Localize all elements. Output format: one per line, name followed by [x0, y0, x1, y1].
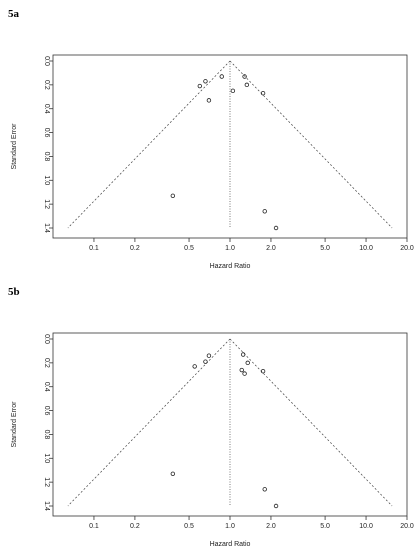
y-tick-label: 0.4 [43, 104, 50, 114]
study-point [260, 369, 266, 374]
study-point [239, 367, 244, 373]
study-point [240, 352, 246, 357]
x-tick-label: 0.5 [184, 245, 194, 252]
x-axis-label: Hazard Ratio [210, 263, 251, 270]
panel-label-b: 5b [8, 286, 20, 298]
y-tick-label: 1.2 [43, 199, 50, 209]
y-tick-label: 1.4 [43, 223, 50, 233]
study-point [260, 91, 266, 96]
x-tick-label: 20.0 [400, 523, 414, 530]
x-axis-label: Hazard Ratio [210, 541, 251, 548]
x-tick-label: 10.0 [359, 245, 373, 252]
x-tick-label: 1.0 [225, 245, 235, 252]
x-tick-label: 5.0 [320, 523, 330, 530]
funnel-plot-b: 0.1 0.2 0.5 1.0 2.0 5.0 10.0 20.0 0.0 0.2 0.4 0.6 0.… [11, 332, 414, 548]
study-point [244, 82, 250, 88]
x-tick-label: 2.0 [266, 523, 276, 530]
y-tick-label: 0.0 [43, 56, 50, 66]
y-tick-label: 1.0 [43, 453, 50, 463]
y-tick-label: 0.2 [43, 358, 50, 368]
funnel-left-line [67, 60, 231, 229]
funnel-right-line [229, 338, 393, 507]
y-tick-label: 0.4 [43, 382, 50, 392]
x-tick-label: 0.1 [89, 523, 99, 530]
study-point [262, 487, 267, 492]
study-point [197, 83, 203, 89]
y-tick-label: 1.0 [43, 175, 50, 185]
y-tick-label: 1.2 [43, 477, 50, 487]
x-tick-label: 0.2 [130, 523, 140, 530]
x-tick-label: 10.0 [359, 523, 373, 530]
y-tick-label: 0.8 [43, 152, 50, 162]
study-point [242, 371, 247, 376]
study-point [230, 88, 236, 94]
funnel-right-line [229, 60, 393, 229]
study-point [203, 79, 208, 84]
funnel-left-line [67, 338, 231, 507]
study-point [170, 471, 176, 476]
funnel-plot-a: 0.1 0.2 0.5 1.0 2.0 5.0 10.0 20.0 0.0 0.2 0.4 0.6 0.… [11, 54, 414, 270]
study-point [219, 74, 224, 79]
y-tick-label: 1.4 [43, 501, 50, 511]
y-tick-label: 0.6 [43, 406, 50, 416]
x-tick-label: 0.2 [130, 245, 140, 252]
y-tick-label: 0.8 [43, 430, 50, 440]
study-point [273, 225, 279, 231]
y-axis-label: Standard Error [11, 401, 18, 448]
y-axis-label: Standard Error [11, 123, 18, 170]
panel-label-a: 5a [8, 8, 19, 20]
x-tick-label: 0.5 [184, 523, 194, 530]
study-point [206, 98, 212, 103]
y-tick-label: 0.0 [43, 334, 50, 344]
x-tick-label: 20.0 [400, 245, 414, 252]
study-point [170, 193, 176, 198]
x-tick-label: 5.0 [320, 245, 330, 252]
study-point [245, 360, 250, 366]
study-point [206, 353, 212, 358]
x-tick-label: 1.0 [225, 523, 235, 530]
y-tick-label: 0.2 [43, 80, 50, 90]
study-point [262, 209, 267, 214]
study-point [203, 359, 208, 364]
x-tick-label: 2.0 [266, 245, 276, 252]
y-tick-label: 0.6 [43, 128, 50, 138]
study-point [192, 364, 197, 369]
x-tick-label: 0.1 [89, 245, 99, 252]
study-point [242, 74, 247, 79]
study-point [273, 503, 279, 509]
